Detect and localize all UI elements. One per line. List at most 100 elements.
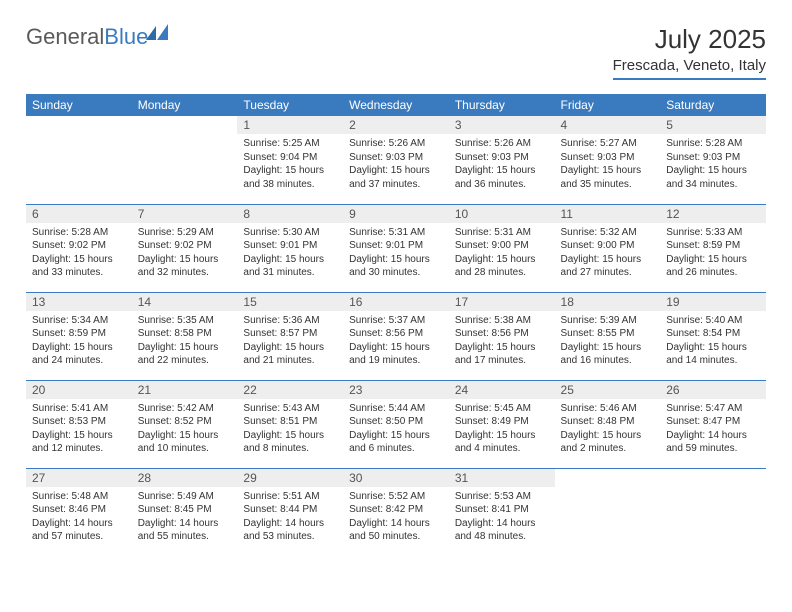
day-number: 12: [660, 205, 766, 223]
day-number: 18: [555, 293, 661, 311]
day-data: Sunrise: 5:45 AMSunset: 8:49 PMDaylight:…: [449, 399, 555, 461]
calendar-cell: 28Sunrise: 5:49 AMSunset: 8:45 PMDayligh…: [132, 468, 238, 556]
weekday-header: Monday: [132, 94, 238, 116]
calendar-week-row: 27Sunrise: 5:48 AMSunset: 8:46 PMDayligh…: [26, 468, 766, 556]
calendar-cell: 24Sunrise: 5:45 AMSunset: 8:49 PMDayligh…: [449, 380, 555, 468]
calendar-cell: 16Sunrise: 5:37 AMSunset: 8:56 PMDayligh…: [343, 292, 449, 380]
day-number: 10: [449, 205, 555, 223]
calendar-cell: 15Sunrise: 5:36 AMSunset: 8:57 PMDayligh…: [237, 292, 343, 380]
logo-mark-icon: [146, 24, 172, 44]
day-number: 25: [555, 381, 661, 399]
day-number: 21: [132, 381, 238, 399]
day-data: Sunrise: 5:36 AMSunset: 8:57 PMDaylight:…: [237, 311, 343, 373]
day-data: Sunrise: 5:27 AMSunset: 9:03 PMDaylight:…: [555, 134, 661, 196]
calendar-cell: [660, 468, 766, 556]
day-number: 8: [237, 205, 343, 223]
day-number: 20: [26, 381, 132, 399]
weekday-header: Wednesday: [343, 94, 449, 116]
day-data: Sunrise: 5:39 AMSunset: 8:55 PMDaylight:…: [555, 311, 661, 373]
day-data: Sunrise: 5:38 AMSunset: 8:56 PMDaylight:…: [449, 311, 555, 373]
calendar-cell: [26, 116, 132, 204]
day-number: 16: [343, 293, 449, 311]
calendar-cell: 31Sunrise: 5:53 AMSunset: 8:41 PMDayligh…: [449, 468, 555, 556]
day-data: Sunrise: 5:51 AMSunset: 8:44 PMDaylight:…: [237, 487, 343, 549]
calendar-cell: 6Sunrise: 5:28 AMSunset: 9:02 PMDaylight…: [26, 204, 132, 292]
day-number: 29: [237, 469, 343, 487]
day-data: Sunrise: 5:32 AMSunset: 9:00 PMDaylight:…: [555, 223, 661, 285]
day-number: 15: [237, 293, 343, 311]
day-number: 28: [132, 469, 238, 487]
calendar-cell: 5Sunrise: 5:28 AMSunset: 9:03 PMDaylight…: [660, 116, 766, 204]
day-data: Sunrise: 5:48 AMSunset: 8:46 PMDaylight:…: [26, 487, 132, 549]
day-data: Sunrise: 5:31 AMSunset: 9:00 PMDaylight:…: [449, 223, 555, 285]
calendar-cell: 10Sunrise: 5:31 AMSunset: 9:00 PMDayligh…: [449, 204, 555, 292]
day-number: 9: [343, 205, 449, 223]
calendar-table: SundayMondayTuesdayWednesdayThursdayFrid…: [26, 94, 766, 556]
day-data: Sunrise: 5:40 AMSunset: 8:54 PMDaylight:…: [660, 311, 766, 373]
day-number: 17: [449, 293, 555, 311]
calendar-cell: [132, 116, 238, 204]
day-data: Sunrise: 5:52 AMSunset: 8:42 PMDaylight:…: [343, 487, 449, 549]
calendar-cell: 25Sunrise: 5:46 AMSunset: 8:48 PMDayligh…: [555, 380, 661, 468]
header: GeneralBlue July 2025 Frescada, Veneto, …: [26, 24, 766, 80]
calendar-head: SundayMondayTuesdayWednesdayThursdayFrid…: [26, 94, 766, 116]
day-data: Sunrise: 5:35 AMSunset: 8:58 PMDaylight:…: [132, 311, 238, 373]
day-data: Sunrise: 5:47 AMSunset: 8:47 PMDaylight:…: [660, 399, 766, 461]
day-data: Sunrise: 5:53 AMSunset: 8:41 PMDaylight:…: [449, 487, 555, 549]
calendar-cell: 20Sunrise: 5:41 AMSunset: 8:53 PMDayligh…: [26, 380, 132, 468]
weekday-header: Sunday: [26, 94, 132, 116]
title-block: July 2025 Frescada, Veneto, Italy: [613, 24, 766, 80]
day-data: Sunrise: 5:26 AMSunset: 9:03 PMDaylight:…: [449, 134, 555, 196]
calendar-week-row: 1Sunrise: 5:25 AMSunset: 9:04 PMDaylight…: [26, 116, 766, 204]
day-number: 7: [132, 205, 238, 223]
month-title: July 2025: [613, 24, 766, 55]
calendar-cell: 26Sunrise: 5:47 AMSunset: 8:47 PMDayligh…: [660, 380, 766, 468]
weekday-header: Tuesday: [237, 94, 343, 116]
day-number: 24: [449, 381, 555, 399]
calendar-cell: 19Sunrise: 5:40 AMSunset: 8:54 PMDayligh…: [660, 292, 766, 380]
logo-general: General: [26, 24, 104, 49]
day-data: Sunrise: 5:26 AMSunset: 9:03 PMDaylight:…: [343, 134, 449, 196]
calendar-cell: 22Sunrise: 5:43 AMSunset: 8:51 PMDayligh…: [237, 380, 343, 468]
calendar-cell: 23Sunrise: 5:44 AMSunset: 8:50 PMDayligh…: [343, 380, 449, 468]
calendar-cell: 18Sunrise: 5:39 AMSunset: 8:55 PMDayligh…: [555, 292, 661, 380]
weekday-header: Friday: [555, 94, 661, 116]
day-data: Sunrise: 5:34 AMSunset: 8:59 PMDaylight:…: [26, 311, 132, 373]
day-number: 3: [449, 116, 555, 134]
day-number: 5: [660, 116, 766, 134]
day-data: Sunrise: 5:41 AMSunset: 8:53 PMDaylight:…: [26, 399, 132, 461]
day-number: 4: [555, 116, 661, 134]
day-number: 31: [449, 469, 555, 487]
calendar-cell: 29Sunrise: 5:51 AMSunset: 8:44 PMDayligh…: [237, 468, 343, 556]
day-data: Sunrise: 5:42 AMSunset: 8:52 PMDaylight:…: [132, 399, 238, 461]
day-number: 13: [26, 293, 132, 311]
day-number: 14: [132, 293, 238, 311]
calendar-cell: 2Sunrise: 5:26 AMSunset: 9:03 PMDaylight…: [343, 116, 449, 204]
day-data: Sunrise: 5:37 AMSunset: 8:56 PMDaylight:…: [343, 311, 449, 373]
location: Frescada, Veneto, Italy: [613, 57, 766, 80]
calendar-cell: 27Sunrise: 5:48 AMSunset: 8:46 PMDayligh…: [26, 468, 132, 556]
calendar-week-row: 20Sunrise: 5:41 AMSunset: 8:53 PMDayligh…: [26, 380, 766, 468]
calendar-cell: 7Sunrise: 5:29 AMSunset: 9:02 PMDaylight…: [132, 204, 238, 292]
calendar-cell: 30Sunrise: 5:52 AMSunset: 8:42 PMDayligh…: [343, 468, 449, 556]
day-number: 11: [555, 205, 661, 223]
day-data: Sunrise: 5:44 AMSunset: 8:50 PMDaylight:…: [343, 399, 449, 461]
logo-text: GeneralBlue: [26, 24, 148, 50]
calendar-cell: 13Sunrise: 5:34 AMSunset: 8:59 PMDayligh…: [26, 292, 132, 380]
day-number: 22: [237, 381, 343, 399]
calendar-cell: 4Sunrise: 5:27 AMSunset: 9:03 PMDaylight…: [555, 116, 661, 204]
day-data: Sunrise: 5:43 AMSunset: 8:51 PMDaylight:…: [237, 399, 343, 461]
day-number: 19: [660, 293, 766, 311]
day-data: Sunrise: 5:30 AMSunset: 9:01 PMDaylight:…: [237, 223, 343, 285]
day-data: Sunrise: 5:49 AMSunset: 8:45 PMDaylight:…: [132, 487, 238, 549]
calendar-cell: [555, 468, 661, 556]
day-number: 23: [343, 381, 449, 399]
logo: GeneralBlue: [26, 24, 172, 50]
day-number: 27: [26, 469, 132, 487]
day-data: Sunrise: 5:46 AMSunset: 8:48 PMDaylight:…: [555, 399, 661, 461]
day-data: Sunrise: 5:25 AMSunset: 9:04 PMDaylight:…: [237, 134, 343, 196]
calendar-cell: 1Sunrise: 5:25 AMSunset: 9:04 PMDaylight…: [237, 116, 343, 204]
calendar-cell: 17Sunrise: 5:38 AMSunset: 8:56 PMDayligh…: [449, 292, 555, 380]
calendar-week-row: 13Sunrise: 5:34 AMSunset: 8:59 PMDayligh…: [26, 292, 766, 380]
day-data: Sunrise: 5:28 AMSunset: 9:03 PMDaylight:…: [660, 134, 766, 196]
